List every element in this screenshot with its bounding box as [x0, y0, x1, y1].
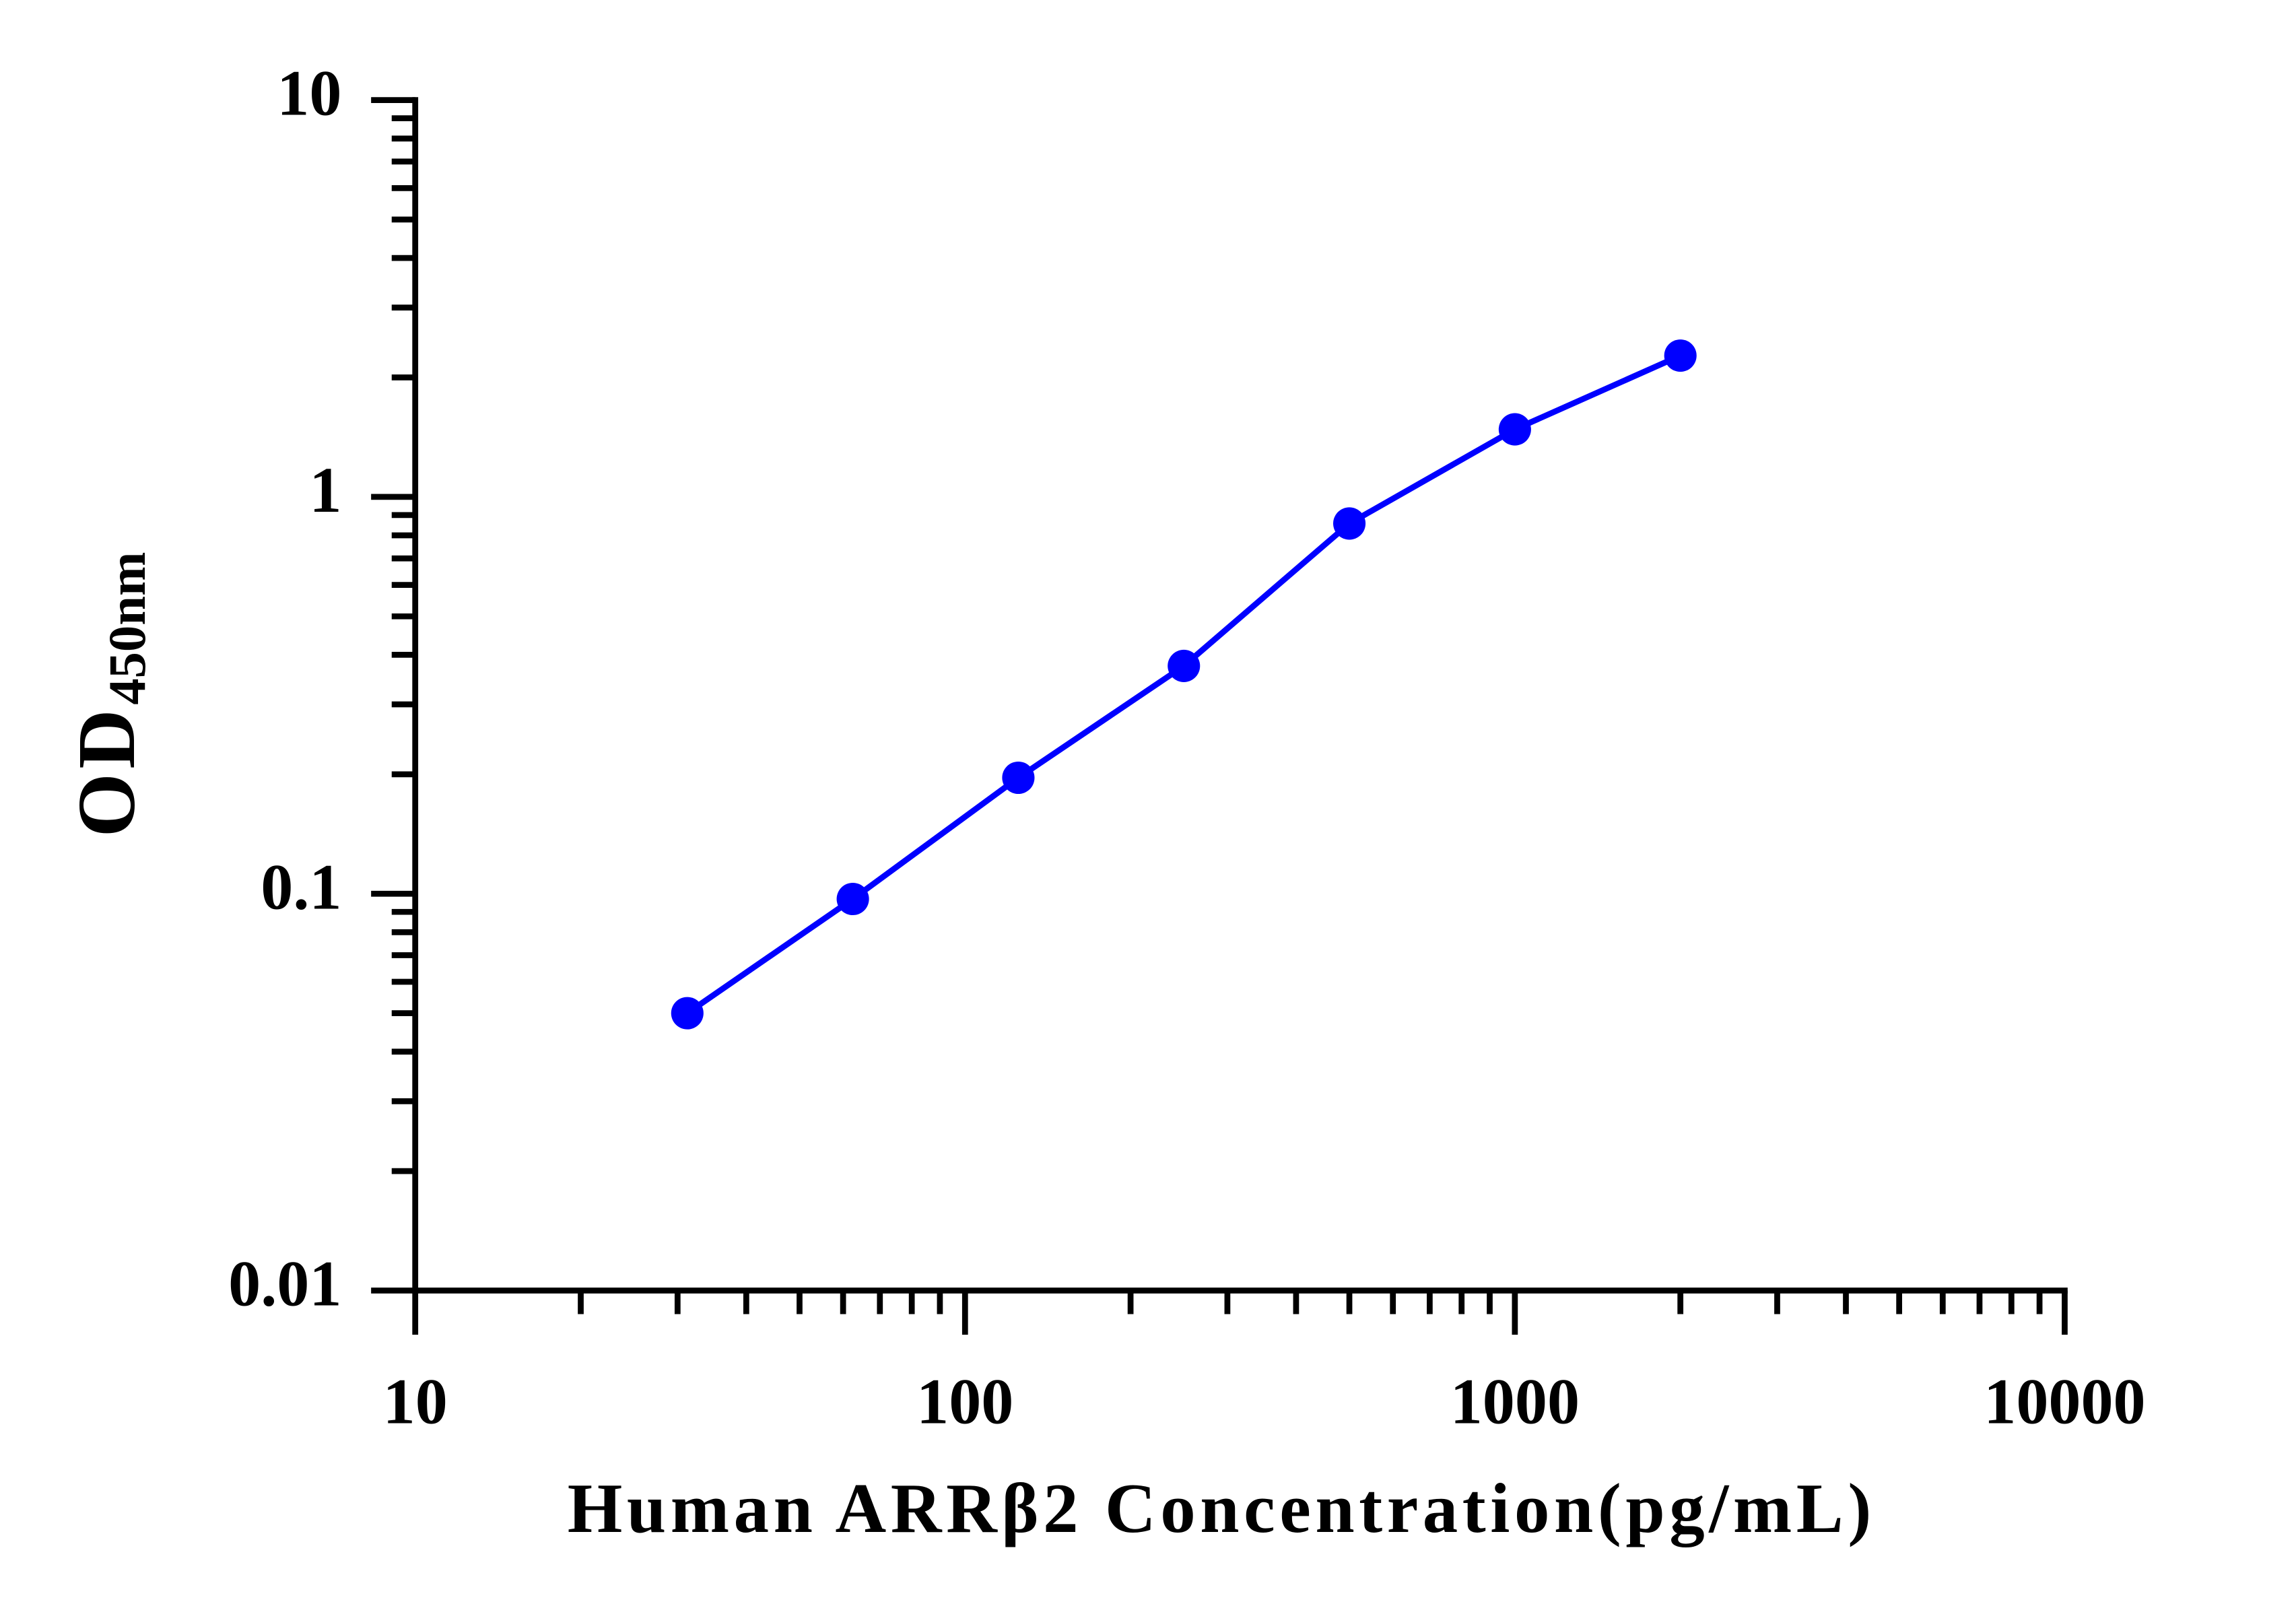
data-point — [1664, 339, 1697, 372]
data-point — [671, 997, 704, 1030]
x-tick-label: 10000 — [1984, 1365, 2145, 1437]
data-line — [685, 353, 1682, 1016]
y-label-main: OD — [61, 705, 152, 838]
data-point — [836, 882, 869, 916]
y-axis-label: OD450nm — [61, 552, 157, 838]
data-point — [1333, 507, 1366, 540]
data-point — [1498, 413, 1531, 446]
y-label-subscript: 450nm — [98, 552, 157, 705]
x-axis-label: Human ARRβ2 Concentration(pg/mL) — [568, 1469, 1876, 1547]
data-point — [1002, 761, 1035, 795]
y-tick-label: 10 — [277, 57, 341, 129]
y-tick-label: 0.01 — [228, 1248, 341, 1320]
x-tick-label: 100 — [916, 1365, 1013, 1437]
axes — [412, 97, 2068, 1294]
y-tick-label: 0.1 — [261, 850, 341, 923]
x-tick-label: 10 — [383, 1365, 448, 1437]
x-tick-label: 1000 — [1450, 1365, 1580, 1437]
data-point — [1168, 649, 1201, 682]
y-tick-label: 1 — [309, 454, 341, 526]
